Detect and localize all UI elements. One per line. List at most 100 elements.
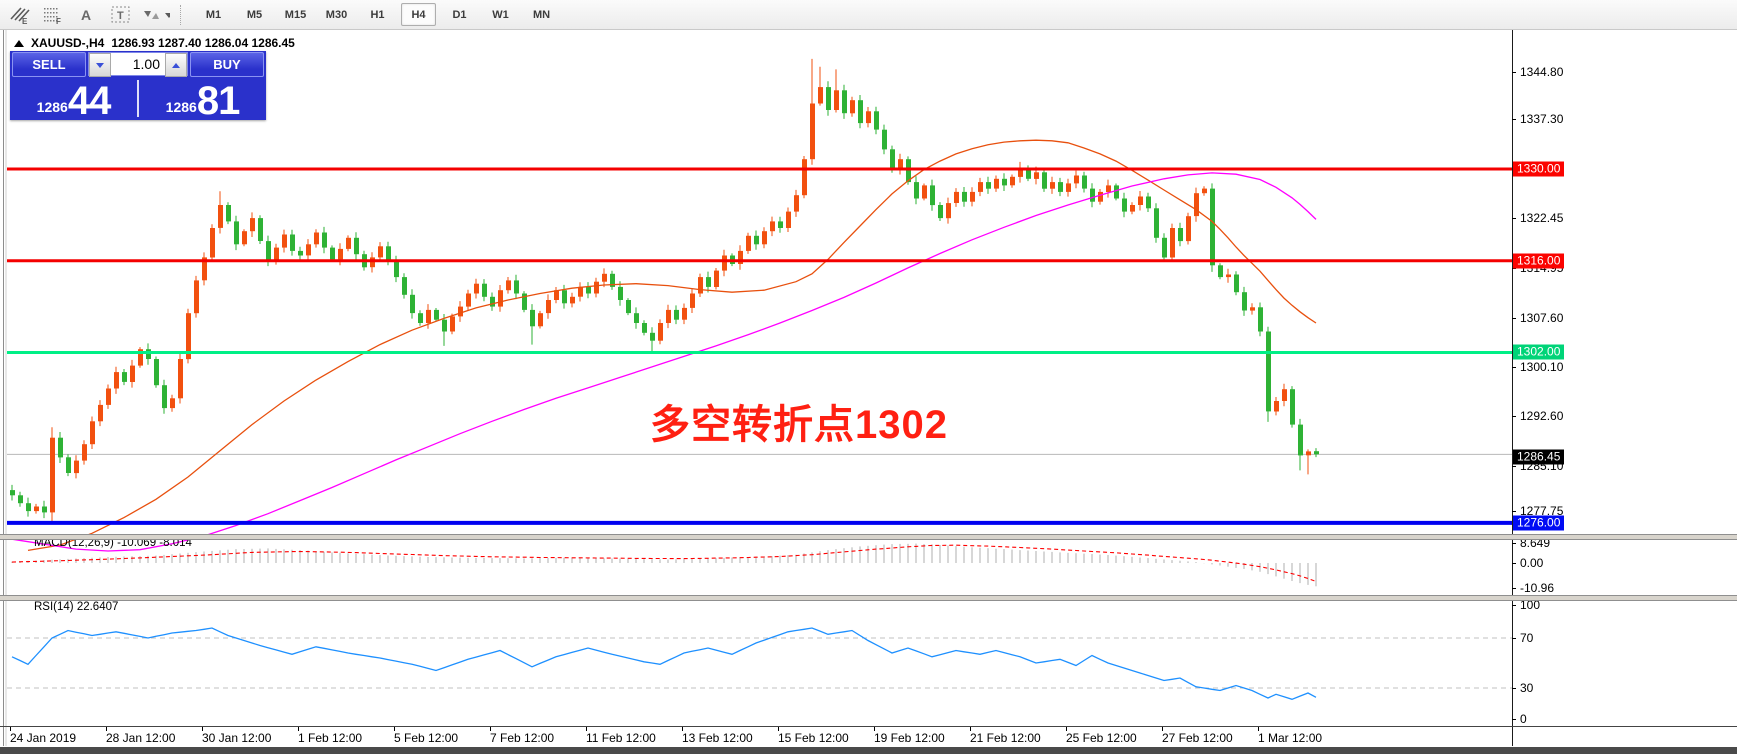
timeframe-d1[interactable]: D1 <box>452 8 467 21</box>
time-axis-label: 1 Mar 12:00 <box>1258 731 1323 745</box>
time-axis-tick <box>298 727 299 731</box>
price-axis-tick <box>1512 268 1516 269</box>
timeframe-m15[interactable]: M15 <box>284 8 307 21</box>
time-axis-label: 25 Feb 12:00 <box>1066 731 1137 745</box>
time-axis-label: 5 Feb 12:00 <box>394 731 459 745</box>
rsi-indicator-label: RSI(14) 22.6407 <box>34 601 119 613</box>
rsi-axis-label: 0 <box>1520 712 1527 726</box>
timeframe-h4[interactable]: H4 <box>401 3 436 26</box>
chart-window[interactable] <box>0 29 1737 747</box>
time-axis-tick <box>970 727 971 731</box>
text-box-t-icon[interactable]: T <box>106 3 136 27</box>
timeframe-h1[interactable]: H1 <box>370 8 385 21</box>
svg-text:F: F <box>56 17 61 25</box>
volume-stepper: 1.00 <box>88 52 188 77</box>
triangle-down-icon <box>96 62 104 68</box>
volume-decrease-button[interactable] <box>89 53 111 77</box>
timeframe-m30[interactable]: M30 <box>325 8 348 21</box>
trade-panel-controls: SELL 1.00 BUY <box>10 51 266 77</box>
ma-slow-line <box>11 172 1317 552</box>
time-axis-tick <box>1066 727 1067 731</box>
macd-axis-label: 0.00 <box>1520 556 1544 570</box>
pencil-hatch-e-icon[interactable]: E <box>4 3 34 27</box>
time-axis-tick <box>10 727 11 731</box>
timeframe-m1[interactable]: M1 <box>205 8 222 21</box>
price-axis-label: 1277.75 <box>1520 504 1564 518</box>
time-axis-tick <box>778 727 779 731</box>
rsi-line <box>11 627 1317 700</box>
rsi-axis-label: 30 <box>1520 681 1534 695</box>
time-axis-tick <box>874 727 875 731</box>
time-axis-label: 28 Jan 12:00 <box>106 731 176 745</box>
bid-price: 1286 44 <box>36 79 112 123</box>
time-axis-tick <box>106 727 107 731</box>
price-badge: 1286.45 <box>1513 449 1565 465</box>
time-axis-tick <box>682 727 683 731</box>
time-axis-label: 13 Feb 12:00 <box>682 731 753 745</box>
price-badge: 1302.00 <box>1513 344 1565 360</box>
volume-input[interactable]: 1.00 <box>132 56 160 72</box>
price-axis-line <box>1512 30 1513 746</box>
time-axis-label: 27 Feb 12:00 <box>1162 731 1233 745</box>
one-click-trading-panel: SELL 1.00 BUY 1286 44 1286 81 <box>10 51 266 123</box>
price-axis-tick <box>1512 367 1516 368</box>
price-axis-label: 1292.60 <box>1520 409 1564 423</box>
macd-axis-tick <box>1512 588 1516 589</box>
price-axis-label: 1307.60 <box>1520 311 1564 325</box>
rsi-axis-label: 100 <box>1520 598 1541 612</box>
candlestick-series <box>10 58 1319 522</box>
price-badge: 1316.00 <box>1513 253 1565 269</box>
price-axis-label: 1322.45 <box>1520 211 1564 225</box>
macd-axis-tick <box>1512 543 1516 544</box>
time-axis-line <box>0 726 1737 727</box>
timeframe-w1[interactable]: W1 <box>492 8 509 21</box>
window-left-border-highlight <box>5 29 7 746</box>
chart-title: XAUUSD-,H4 1286.93 1287.40 1286.04 1286.… <box>14 36 295 50</box>
volume-increase-button[interactable] <box>165 53 187 77</box>
text-label-a-icon[interactable]: A <box>72 3 102 27</box>
price-axis-tick <box>1512 218 1516 219</box>
pane-splitter-rsi[interactable] <box>0 595 1737 601</box>
time-axis-label: 11 Feb 12:00 <box>586 731 656 745</box>
time-axis-label: 24 Jan 2019 <box>10 731 77 745</box>
rsi-axis-tick <box>1512 719 1516 720</box>
window-left-border <box>3 29 4 746</box>
timeframe-mn[interactable]: MN <box>532 8 551 21</box>
price-divider <box>137 80 139 117</box>
arrow-style-dropdown-icon[interactable] <box>140 3 170 27</box>
macd-axis-label: -10.96 <box>1520 581 1555 595</box>
time-axis-label: 21 Feb 12:00 <box>970 731 1041 745</box>
time-axis-tick <box>394 727 395 731</box>
price-axis-label: 1300.10 <box>1520 360 1564 374</box>
toolbar-separator <box>180 4 182 25</box>
macd-indicator-label: MACD(12,26,9) -10.069 -8.014 <box>34 537 192 549</box>
time-axis-tick <box>202 727 203 731</box>
rsi-axis-label: 70 <box>1520 631 1534 645</box>
time-axis-tick <box>1258 727 1259 731</box>
grid-f-icon[interactable]: F <box>38 3 68 27</box>
time-axis-tick <box>586 727 587 731</box>
horizontal-scrollbar[interactable] <box>0 747 1737 754</box>
price-axis-tick <box>1512 119 1516 120</box>
buy-button[interactable]: BUY <box>190 52 264 77</box>
rsi-axis-tick <box>1512 638 1516 639</box>
rsi-axis-tick <box>1512 605 1516 606</box>
sell-button[interactable]: SELL <box>12 52 86 77</box>
rsi-axis-tick <box>1512 688 1516 689</box>
one-click-panel-toggle-icon[interactable] <box>14 39 24 47</box>
time-axis-label: 19 Feb 12:00 <box>874 731 945 745</box>
price-axis-tick <box>1512 416 1516 417</box>
chart-annotation-text: 多空转折点1302 <box>650 403 948 447</box>
time-axis-label: 30 Jan 12:00 <box>202 731 272 745</box>
time-axis-label: 15 Feb 12:00 <box>778 731 849 745</box>
ohlc-values: 1286.93 1287.40 1286.04 1286.45 <box>111 36 295 50</box>
macd-histogram <box>11 543 1317 587</box>
triangle-up-icon <box>172 62 180 68</box>
top-toolbar: E F A T M1 M5 M15 M30 H1 H4 D1 W1 MN <box>0 0 1737 30</box>
time-axis-label: 1 Feb 12:00 <box>298 731 363 745</box>
timeframe-buttons-group: M1 M5 M15 M30 H1 H4 D1 W1 MN <box>196 3 559 26</box>
timeframe-m5[interactable]: M5 <box>246 8 263 21</box>
pane-splitter-macd[interactable] <box>0 534 1737 540</box>
